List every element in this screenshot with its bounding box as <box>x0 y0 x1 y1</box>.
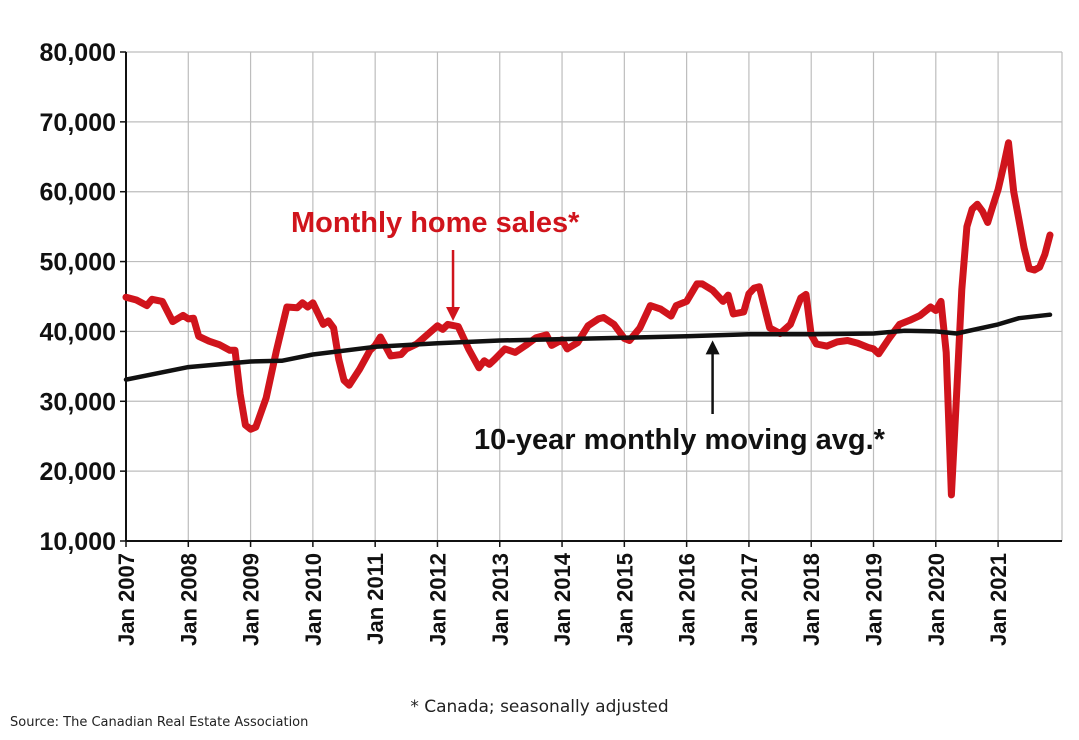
annotation-moving-average: 10-year monthly moving avg.* <box>474 424 886 456</box>
x-tick-label: Jan 2019 <box>862 553 887 646</box>
y-tick-label: 80,000 <box>40 39 116 67</box>
x-tick-label: Jan 2018 <box>799 553 824 646</box>
y-tick-label: 20,000 <box>40 458 116 486</box>
series-line-moving-average <box>123 312 1053 382</box>
y-tick-label: 10,000 <box>40 528 116 556</box>
x-tick-label: Jan 2012 <box>425 553 450 646</box>
y-tick-label: 40,000 <box>40 318 116 346</box>
series-line-monthly-home-sales <box>122 139 1054 499</box>
x-tick-label: Jan 2016 <box>675 553 700 646</box>
axes <box>120 51 1062 547</box>
annotations: Monthly home sales* 10-year monthly movi… <box>291 207 886 456</box>
x-tick-label: Jan 2015 <box>612 553 637 646</box>
annotation-arrowhead-monthly-home-sales <box>446 307 461 322</box>
x-tick-label: Jan 2008 <box>176 553 201 646</box>
annotation-monthly-home-sales: Monthly home sales* <box>291 207 580 239</box>
x-tick-label: Jan 2009 <box>239 553 264 646</box>
x-tick-label: Jan 2007 <box>114 553 139 646</box>
x-tick-label: Jan 2017 <box>737 553 762 646</box>
y-tick-label: 70,000 <box>40 109 116 137</box>
source-credit: Source: The Canadian Real Estate Associa… <box>10 715 309 730</box>
series-lines <box>122 139 1054 499</box>
y-tick-label: 60,000 <box>40 179 116 207</box>
x-tick-label: Jan 2020 <box>924 553 949 646</box>
x-tick-label: Jan 2014 <box>550 552 575 646</box>
y-axis-tick-labels: 10,000 20,000 30,000 40,000 50,000 60,000 70,0… <box>40 39 116 556</box>
grid-lines <box>126 51 1063 541</box>
x-tick-label: Jan 2011 <box>363 553 388 645</box>
x-axis-tick-labels: Jan 2007 Jan 2008 Jan 2009 Jan 2010 Jan 2011… <box>114 552 1011 646</box>
footnote: * Canada; seasonally adjusted <box>410 697 669 717</box>
y-tick-label: 30,000 <box>40 388 116 416</box>
x-tick-label: Jan 2021 <box>986 553 1011 646</box>
x-tick-label: Jan 2010 <box>301 553 326 646</box>
x-tick-label: Jan 2013 <box>488 553 513 646</box>
y-tick-label: 50,000 <box>40 249 116 277</box>
annotation-arrowhead-moving-average <box>705 340 720 355</box>
